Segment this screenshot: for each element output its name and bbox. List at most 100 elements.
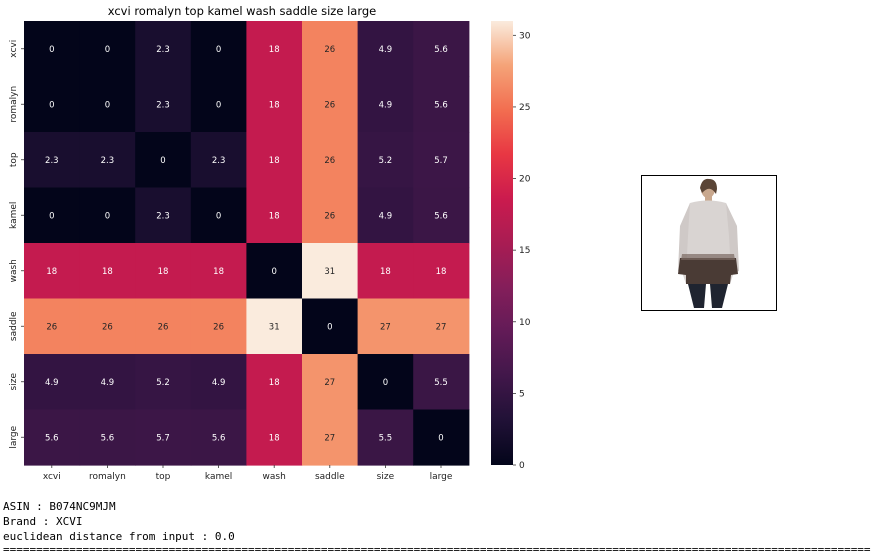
cell-value-label: 26 [102,322,113,332]
heatmap-cell [190,187,247,244]
colorbar-tick-label: 20 [519,175,531,185]
y-axis-ticks: xcvi romalyn top kamel wash saddle size large [9,40,24,449]
heatmap-cell [246,243,303,300]
heatmap-cell [302,187,359,244]
y-tick-label: saddle [9,311,19,341]
cell-value-label: 5.6 [45,433,59,443]
heatmap-cell [135,243,192,300]
x-tick-label: wash [263,472,286,482]
heatmap-cell [190,76,247,133]
cell-value-label: 2.3 [156,211,170,221]
cell-value-label: 27 [380,322,391,332]
heatmap-cell [357,76,414,133]
cell-value-label: 18 [102,267,113,277]
cell-value-label: 4.9 [379,211,393,221]
cell-value-label: 18 [436,267,447,277]
heatmap-cell [413,132,470,189]
heatmap-cell [79,298,136,355]
heatmap-cell [413,187,470,244]
heatmap-cells: 0 0 2.3 0 18 26 4.9 5.6 0 0 2.3 0 18 26 4.9 5.6 2.3 2.3 0 2… [24,21,470,466]
heatmap-cell [246,187,303,244]
colorbar-tick-label: 0 [519,461,525,471]
cell-value-label: 18 [158,267,169,277]
heatmap-cell [302,76,359,133]
y-tick-label: top [9,152,19,167]
cell-value-label: 5.6 [434,100,448,110]
heatmap-cell [246,409,303,466]
chart-title: xcvi romalyn top kamel wash saddle size … [108,4,376,18]
heatmap-cell [79,243,136,300]
x-tick-label: size [377,472,395,482]
cell-value-label: 5.6 [434,211,448,221]
separator-line: ========================================… [3,543,871,556]
cell-value-label: 2.3 [45,156,59,166]
cell-value-label: 27 [324,433,335,443]
x-tick-label: saddle [315,472,345,482]
heatmap-cell [413,298,470,355]
cell-value-label: 26 [324,211,335,221]
cell-value-label: 4.9 [379,45,393,55]
colorbar-tick-label: 30 [519,31,531,41]
cell-value-label: 0 [49,45,54,55]
heatmap-cell [135,298,192,355]
y-tick-label: kamel [9,202,19,229]
cell-value-label: 27 [324,378,335,388]
y-tick-label: wash [9,259,19,282]
cell-value-label: 26 [213,322,224,332]
cell-value-label: 26 [158,322,169,332]
heatmap-cell [413,409,470,466]
cell-value-label: 0 [216,45,221,55]
cell-value-label: 31 [324,267,335,277]
y-tick-label: xcvi [9,40,19,58]
heatmap-cell [357,298,414,355]
heatmap-cell [413,354,470,411]
heatmap-cell [24,76,81,133]
x-axis-ticks: xcvi romalyn top kamel wash saddle size large [43,465,453,482]
cell-value-label: 2.3 [156,100,170,110]
heatmap-cell [190,409,247,466]
heatmap-cell [302,298,359,355]
heatmap-cell [135,354,192,411]
heatmap-cell [357,243,414,300]
heatmap-cell [79,132,136,189]
cell-value-label: 0 [438,433,443,443]
heatmap-cell [190,21,247,78]
cell-value-label: 0 [327,322,332,332]
heatmap-cell [24,354,81,411]
colorbar-tick-label: 10 [519,318,531,328]
cell-value-label: 18 [269,156,280,166]
heatmap-cell [79,21,136,78]
heatmap-cell [24,298,81,355]
cell-value-label: 5.2 [379,156,393,166]
cell-value-label: 5.2 [156,378,170,388]
cell-value-label: 5.7 [434,156,448,166]
cell-value-label: 0 [160,156,165,166]
heatmap-cell [302,243,359,300]
cell-value-label: 0 [383,378,388,388]
heatmap-cell [135,76,192,133]
cell-value-label: 4.9 [45,378,59,388]
heatmap-cell [190,132,247,189]
colorbar-ticks: 0 5 10 15 20 25 30 [513,31,531,471]
heatmap-cell [357,409,414,466]
colorbar-gradient [491,21,513,465]
cell-value-label: 0 [271,267,276,277]
cell-value-label: 5.7 [156,433,170,443]
heatmap-cell [357,132,414,189]
brand-line: Brand : XCVI [3,515,83,528]
heatmap-cell [24,187,81,244]
cell-value-label: 18 [269,211,280,221]
heatmap-cell [357,21,414,78]
cell-value-label: 0 [49,211,54,221]
heatmap-cell [246,21,303,78]
x-tick-label: romalyn [89,472,126,482]
cell-value-label: 18 [269,433,280,443]
cell-value-label: 5.5 [379,433,393,443]
cell-value-label: 26 [324,100,335,110]
heatmap-cell [190,243,247,300]
cell-value-label: 18 [269,45,280,55]
heatmap-cell [135,409,192,466]
cell-value-label: 2.3 [212,156,226,166]
cell-value-label: 0 [105,211,110,221]
distance-line: euclidean distance from input : 0.0 [3,530,235,543]
